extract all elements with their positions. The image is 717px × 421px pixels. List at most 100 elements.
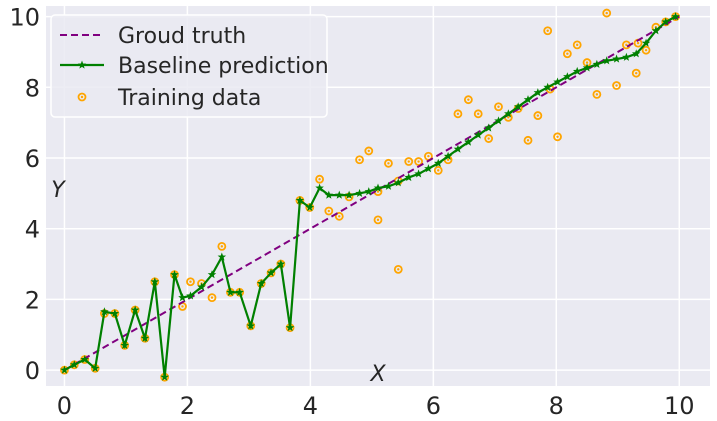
baseline-point <box>235 287 244 296</box>
baseline-point <box>641 38 651 47</box>
training-point <box>453 109 463 119</box>
baseline-point <box>494 116 503 125</box>
legend-swatch-baseline-star <box>77 60 87 69</box>
legend-swatch-training-core <box>80 95 84 99</box>
training-point-core <box>427 155 430 158</box>
training-point <box>414 157 423 166</box>
training-point-core <box>407 160 410 163</box>
legend: Groud truth Baseline prediction Training d… <box>50 14 329 118</box>
baseline-point <box>661 17 671 26</box>
training-point <box>334 211 344 221</box>
baseline-point <box>217 252 227 261</box>
y-tick-label: 2 <box>25 286 40 314</box>
training-point-core <box>318 178 321 181</box>
training-point-core <box>220 245 224 248</box>
series-baseline-prediction <box>60 12 680 381</box>
training-point-core <box>556 135 559 138</box>
training-point <box>612 81 621 90</box>
baseline-point <box>523 95 533 104</box>
baseline-point <box>344 190 354 199</box>
training-point-core <box>376 190 380 193</box>
training-point <box>373 215 383 225</box>
y-tick-label: 8 <box>25 74 40 102</box>
training-point <box>553 132 562 142</box>
series-layer <box>60 8 680 382</box>
baseline-point <box>513 102 523 111</box>
legend-swatch-training <box>77 92 87 102</box>
baseline-point <box>464 137 473 146</box>
baseline-point <box>315 183 324 192</box>
x-tick-label: 0 <box>57 392 72 420</box>
training-point-core <box>576 43 579 47</box>
y-tick-label: 10 <box>9 4 40 32</box>
baseline-point <box>622 52 631 61</box>
baseline-point <box>484 123 493 132</box>
training-point <box>355 155 364 165</box>
baseline-point <box>110 309 120 318</box>
training-point-core <box>585 61 589 64</box>
baseline-point <box>197 282 206 291</box>
baseline-point <box>256 278 266 288</box>
training-point <box>484 134 494 143</box>
training-point-core <box>367 149 370 153</box>
baseline-point <box>414 169 423 178</box>
training-point <box>602 8 612 18</box>
training-point <box>433 165 443 175</box>
x-axis-label: X <box>369 362 386 387</box>
baseline-point <box>170 270 179 279</box>
baseline-point <box>178 293 187 302</box>
training-point-core <box>487 137 490 140</box>
training-point <box>543 26 553 36</box>
baseline-point <box>453 144 463 153</box>
legend-entry-label: Baseline prediction <box>118 54 329 79</box>
baseline-point <box>305 202 315 212</box>
training-point-core <box>566 52 569 55</box>
legend-entry-label: Training data <box>117 86 261 111</box>
training-point-core <box>358 158 361 161</box>
baseline-point <box>384 181 393 190</box>
training-point-core <box>636 41 640 45</box>
training-point-core <box>376 218 380 222</box>
training-point <box>463 95 473 105</box>
baseline-point <box>612 54 621 63</box>
training-point-core <box>536 114 540 117</box>
training-point <box>404 157 414 166</box>
training-point-core <box>625 43 628 47</box>
training-point-core <box>605 11 608 15</box>
baseline-point <box>120 340 129 349</box>
baseline-point <box>404 172 414 182</box>
x-tick-label: 10 <box>664 392 695 420</box>
training-point-core <box>497 105 500 108</box>
y-tick-label: 4 <box>25 216 40 244</box>
baseline-point <box>443 151 453 160</box>
baseline-point <box>266 268 276 277</box>
training-point <box>592 89 602 99</box>
training-point-core <box>507 116 510 119</box>
training-point-core <box>387 162 390 165</box>
baseline-point <box>631 49 641 58</box>
baseline-point <box>533 88 543 97</box>
y-tick-label: 0 <box>25 357 40 385</box>
baseline-point <box>226 287 235 296</box>
baseline-point <box>276 259 286 268</box>
y-tick-label: 6 <box>25 145 40 173</box>
baseline-point <box>324 190 334 199</box>
baseline-point <box>671 12 680 21</box>
training-point-core <box>417 160 420 163</box>
baseline-point <box>295 195 305 205</box>
series-ground-truth <box>63 15 680 371</box>
baseline-point <box>160 372 169 381</box>
training-point <box>523 135 533 145</box>
baseline-point <box>100 307 109 316</box>
training-point <box>364 146 374 156</box>
baseline-point <box>285 323 295 332</box>
training-point <box>217 241 227 251</box>
training-point-core <box>189 280 192 283</box>
tick-labels: 0 2 4 6 8 10 0 2 4 6 8 10 <box>9 4 694 420</box>
training-point <box>315 174 324 184</box>
baseline-point <box>186 291 195 300</box>
training-point <box>494 102 503 112</box>
baseline-point <box>543 82 552 91</box>
training-point <box>533 111 543 120</box>
